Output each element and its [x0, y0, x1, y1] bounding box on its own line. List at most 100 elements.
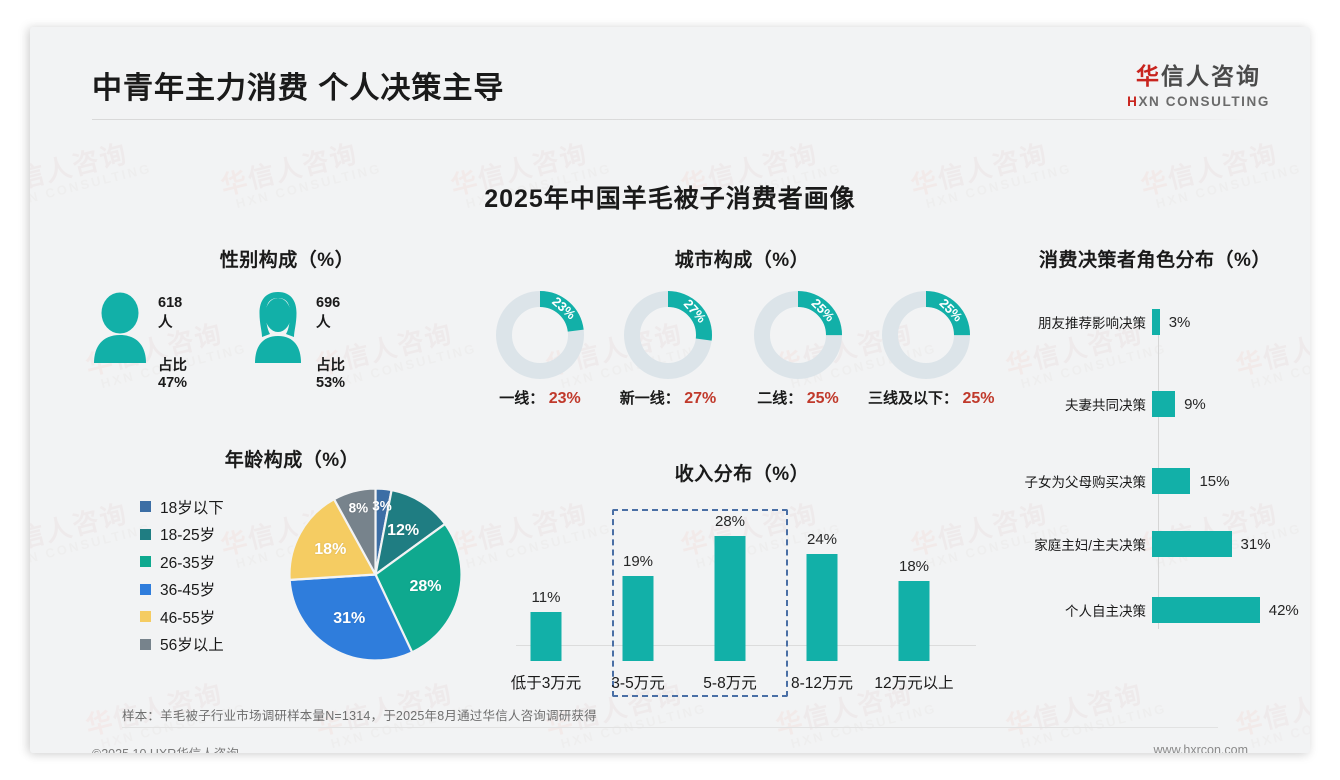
city-donut-item: 27% 新一线： 27%: [610, 289, 726, 408]
legend-label: 56岁以上: [160, 637, 224, 655]
footer-divider: [122, 727, 1218, 728]
decision-category-label: 家庭主妇/主夫决策: [1034, 538, 1146, 553]
donut-svg: [882, 291, 970, 379]
decision-bar-row: 子女为父母购买决策 15%: [1010, 468, 1300, 494]
pie-slice-label: 12%: [387, 521, 420, 539]
donut-arc: [882, 291, 970, 379]
sample-footnote: 样本：羊毛被子行业市场调研样本量N=1314，于2025年8月通过华信人咨询调研…: [122, 709, 597, 723]
pie-slice: [288, 497, 378, 582]
female-silhouette-icon: [255, 292, 301, 363]
decision-bar-value: 15%: [1199, 472, 1230, 490]
decision-category-label: 个人自主决策: [1065, 604, 1146, 619]
pie-slice: [374, 522, 463, 654]
decision-category-label: 子女为父母购买决策: [1024, 475, 1147, 490]
legend-label: 36-45岁: [160, 582, 216, 600]
pie-slice: [332, 487, 377, 576]
income-bar-chart: 11% 低于3万元 19% 3-5万元 28% 5-8万元 24% 8-12万元 18% 12万元…: [492, 503, 992, 697]
decision-category-label: 朋友推荐影响决策: [1038, 316, 1146, 331]
pie-slice-label: 3%: [372, 498, 392, 514]
infographic-title: 2025年中国羊毛被子消费者画像: [484, 185, 856, 213]
decision-bar-value: 3%: [1168, 313, 1191, 331]
income-bar-value: 19%: [622, 553, 654, 571]
donut-caption: 二线： 25%: [740, 387, 856, 408]
decision-bar-row: 家庭主妇/主夫决策 31%: [1010, 531, 1300, 557]
gender-female-share: 占比53%: [316, 358, 346, 391]
gender-male-share: 占比47%: [158, 358, 188, 391]
income-bar-area: 18%: [868, 518, 960, 661]
pie-slice-label: 8%: [348, 500, 369, 516]
legend-label: 18岁以下: [160, 499, 224, 517]
age-composition-panel: 年龄构成（%） 18岁以下 18-25岁 26-35岁 36-45岁 46-55岁 56岁…: [92, 445, 492, 695]
income-bar-area: 11%: [500, 518, 592, 661]
income-bar-value: 11%: [531, 588, 561, 606]
income-category-label: 12万元以上: [874, 675, 954, 692]
city-donut-item: 23% 一线： 23%: [482, 289, 598, 408]
legend-swatch: [140, 638, 151, 650]
age-pie-svg: [288, 487, 463, 662]
donut-caption-label: 二线：: [757, 390, 803, 407]
city-donut-item: 25% 三线及以下： 25%: [868, 289, 994, 408]
donut-caption-value: 27%: [679, 390, 717, 407]
income-bar-area: 19%: [592, 518, 684, 661]
header-divider: [92, 119, 1248, 120]
decision-bar-row: 夫妻共同决策 9%: [1010, 391, 1300, 417]
age-section-title: 年龄构成（%）: [224, 450, 360, 471]
donut-caption-value: 25%: [958, 390, 995, 407]
logo-chinese-rest: 信人咨询: [1161, 63, 1262, 89]
logo-chinese: 华信人咨询: [1127, 57, 1270, 91]
donut-caption: 一线： 23%: [482, 387, 598, 408]
donut-caption-value: 25%: [802, 390, 839, 407]
pie-slice-label: 28%: [409, 578, 442, 596]
income-category-label: 3-5万元: [611, 675, 665, 692]
age-legend-item: 18-25岁: [140, 521, 224, 549]
decision-category-label: 夫妻共同决策: [1065, 398, 1146, 413]
donut-caption-label: 三线及以下：: [868, 390, 959, 407]
pie-slice: [288, 573, 414, 662]
donut-arc: [624, 291, 712, 379]
donut-arc: [496, 291, 584, 379]
age-legend-item: 36-45岁: [140, 576, 224, 604]
decision-bar: [1152, 597, 1260, 623]
income-bar-area: 24%: [776, 518, 868, 661]
income-category-label: 低于3万元: [510, 675, 582, 692]
page-title: 中青年主力消费 个人决策主导: [92, 72, 505, 105]
income-bar-value: 18%: [898, 557, 930, 575]
decision-bar-row: 朋友推荐影响决策 3%: [1010, 309, 1300, 335]
gender-male-text: 618人 占比47%: [158, 295, 187, 391]
age-legend-item: 46-55岁: [140, 603, 224, 631]
pie-slice-label: 18%: [314, 540, 347, 558]
donut-arc: [754, 291, 842, 379]
legend-swatch: [140, 501, 151, 513]
copyright-text: ©2025.10 HXR华信人咨询: [92, 743, 239, 753]
donut-svg: [624, 291, 712, 379]
male-silhouette-icon: [94, 292, 146, 363]
income-axis-line: [516, 645, 976, 646]
income-highlight-box: [612, 509, 788, 697]
city-composition-panel: 城市构成（%） 23% 一线： 23% 27% 新一线： 27% 25% 二线： 25% 2…: [482, 245, 1002, 408]
income-category-label: 5-8万元: [703, 675, 757, 692]
income-bar: [714, 535, 746, 661]
gender-female-text: 696人 占比53%: [316, 295, 345, 391]
decision-bar-chart: 朋友推荐影响决策 3% 夫妻共同决策 9% 子女为父母购买决策 15% 家庭主妇/主夫决策 3…: [1010, 291, 1300, 641]
income-bar: [898, 580, 930, 661]
income-category-label: 8-12万元: [790, 675, 854, 692]
income-distribution-panel: 收入分布（%） 11% 低于3万元 19% 3-5万元 28% 5-8万元 24% 8-12万…: [492, 459, 992, 697]
company-logo: 华信人咨询 HXN CONSULTING: [1127, 57, 1270, 109]
income-bar-value: 28%: [714, 512, 746, 530]
income-bar-value: 24%: [806, 530, 838, 548]
legend-swatch: [140, 528, 151, 540]
donut-caption-label: 一线：: [499, 390, 545, 407]
income-bar-area: 28%: [684, 513, 776, 661]
legend-swatch: [140, 556, 151, 568]
logo-chinese-red: 华: [1136, 63, 1162, 89]
age-legend-item: 56岁以上: [140, 631, 224, 659]
income-bar: [806, 553, 838, 661]
website-url: www.hxrcon.com: [1153, 743, 1248, 753]
legend-label: 26-35岁: [160, 554, 216, 572]
decision-section-title: 消费决策者角色分布（%）: [1039, 250, 1271, 271]
decision-bar: [1152, 309, 1160, 335]
gender-section-title: 性别构成（%）: [219, 250, 355, 271]
decision-bar-value: 42%: [1268, 601, 1299, 619]
logo-english: HXN CONSULTING: [1127, 94, 1270, 109]
